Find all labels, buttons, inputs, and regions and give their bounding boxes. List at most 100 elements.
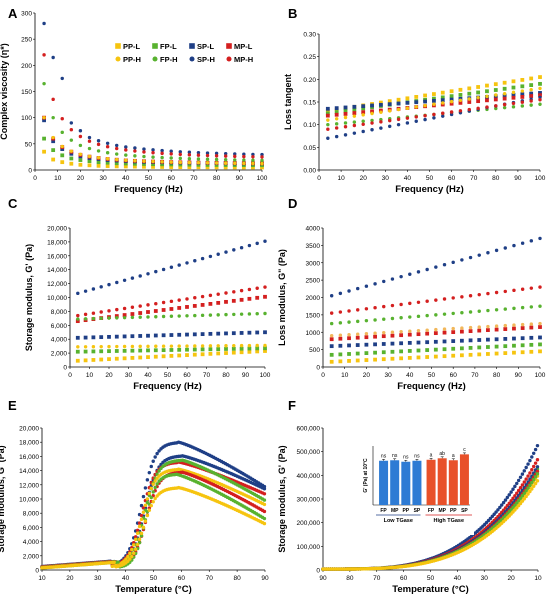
point-pp-l: [160, 165, 165, 169]
point-sp-l: [69, 151, 74, 156]
point-sp-h: [133, 146, 137, 150]
point-fp-l: [122, 348, 127, 353]
point-pp-l: [355, 358, 360, 363]
curve-point: [518, 486, 523, 490]
point-pp-l: [107, 357, 111, 362]
y-tick-label: 100: [21, 115, 32, 122]
point-mp-h: [416, 300, 421, 304]
point-mp-l: [208, 301, 213, 306]
y-axis-title: Storage modulus, G' (Pa): [0, 445, 6, 552]
panel-f: F 0 100,000 200,000 300,000 400,000 500,000 600…: [277, 398, 542, 595]
point-pp-l: [494, 351, 499, 356]
point-sp-l: [347, 343, 351, 348]
x-tick-label: 100: [257, 175, 268, 182]
point-mp-h: [538, 98, 542, 102]
point-mp-l: [231, 298, 236, 303]
point-pp-l: [493, 82, 498, 87]
point-pp-h: [326, 118, 330, 122]
point-pp-h: [405, 106, 410, 110]
curve-point: [515, 481, 519, 486]
x-tick-label: 30: [481, 575, 489, 582]
panel-label: C: [8, 196, 18, 211]
point-pp-l: [423, 93, 427, 98]
point-pp-l: [520, 78, 525, 82]
point-sp-h: [388, 124, 392, 129]
point-sp-h: [169, 265, 174, 269]
y-tick-label: 6,000: [51, 323, 68, 330]
curve-point: [522, 491, 527, 495]
point-fp-l: [338, 352, 343, 357]
curve-point: [515, 501, 519, 505]
point-sp-l: [224, 331, 228, 336]
curve-point: [509, 490, 513, 494]
x-tick-label: 40: [144, 372, 152, 379]
point-sp-h: [178, 150, 182, 154]
inset-significance-label: c: [463, 447, 466, 453]
point-sp-h: [124, 145, 128, 149]
point-pp-h: [379, 110, 383, 114]
panel-label: A: [8, 6, 18, 21]
point-sp-l: [468, 338, 473, 343]
point-fp-h: [185, 314, 189, 318]
point-pp-h: [390, 330, 395, 334]
x-tick-label: 40: [404, 175, 412, 182]
point-pp-l: [433, 354, 438, 359]
point-mp-h: [154, 301, 158, 306]
point-sp-l: [387, 102, 392, 107]
x-tick-label: 60: [448, 175, 456, 182]
point-sp-l: [130, 334, 135, 339]
x-tick-label: 100: [535, 372, 546, 379]
point-fp-h: [529, 305, 534, 309]
point-fp-l: [146, 348, 150, 353]
point-fp-l: [325, 111, 330, 116]
curve-point: [135, 528, 140, 533]
point-fp-h: [373, 318, 377, 322]
point-mp-l: [407, 332, 412, 337]
point-pp-l: [364, 358, 369, 362]
point-mp-h: [115, 146, 119, 151]
curve-point: [518, 501, 523, 506]
point-pp-h: [494, 324, 499, 328]
x-tick-label: 40: [122, 575, 130, 582]
curve-point: [262, 492, 267, 496]
point-mp-l: [146, 310, 150, 314]
point-sp-l: [503, 337, 508, 341]
legend-label-mp-l: MP-L: [234, 42, 253, 51]
inset-group-label: High TGase: [433, 518, 464, 524]
point-sp-h: [160, 148, 164, 153]
curve-point: [135, 531, 140, 535]
legend-marker-pp-l: [115, 43, 121, 49]
point-mp-h: [343, 125, 348, 129]
curve-point: [535, 458, 540, 462]
point-fp-h: [338, 321, 343, 325]
point-sp-l: [138, 334, 143, 338]
point-fp-h: [334, 122, 339, 126]
point-mp-h: [251, 155, 255, 159]
point-pp-l: [142, 164, 146, 169]
point-sp-h: [51, 55, 55, 60]
x-tick-label: 70: [190, 175, 198, 182]
point-fp-l: [99, 349, 104, 354]
curve-point: [533, 447, 538, 452]
point-sp-l: [432, 98, 436, 103]
curve-point: [151, 459, 155, 463]
point-mp-h: [441, 111, 445, 115]
point-sp-l: [75, 335, 80, 340]
point-sp-l: [451, 339, 456, 343]
point-pp-h: [373, 331, 377, 335]
point-pp-l: [263, 349, 267, 353]
y-tick-label: 16,000: [47, 253, 67, 260]
point-mp-h: [193, 296, 197, 300]
point-sp-h: [347, 289, 351, 293]
point-sp-h: [177, 263, 181, 267]
point-mp-h: [503, 289, 507, 294]
point-fp-l: [51, 148, 56, 153]
x-tick-label: 60: [183, 372, 191, 379]
y-tick-label: 0.15: [303, 100, 316, 107]
y-tick-label: 18,000: [47, 239, 67, 246]
point-sp-l: [396, 101, 401, 106]
point-pp-l: [529, 76, 534, 81]
y-axis-title: Loss modulus, G" (Pa): [277, 249, 287, 346]
x-axis-title: Temperature (°C): [115, 584, 191, 595]
inset-bar: [379, 460, 389, 505]
